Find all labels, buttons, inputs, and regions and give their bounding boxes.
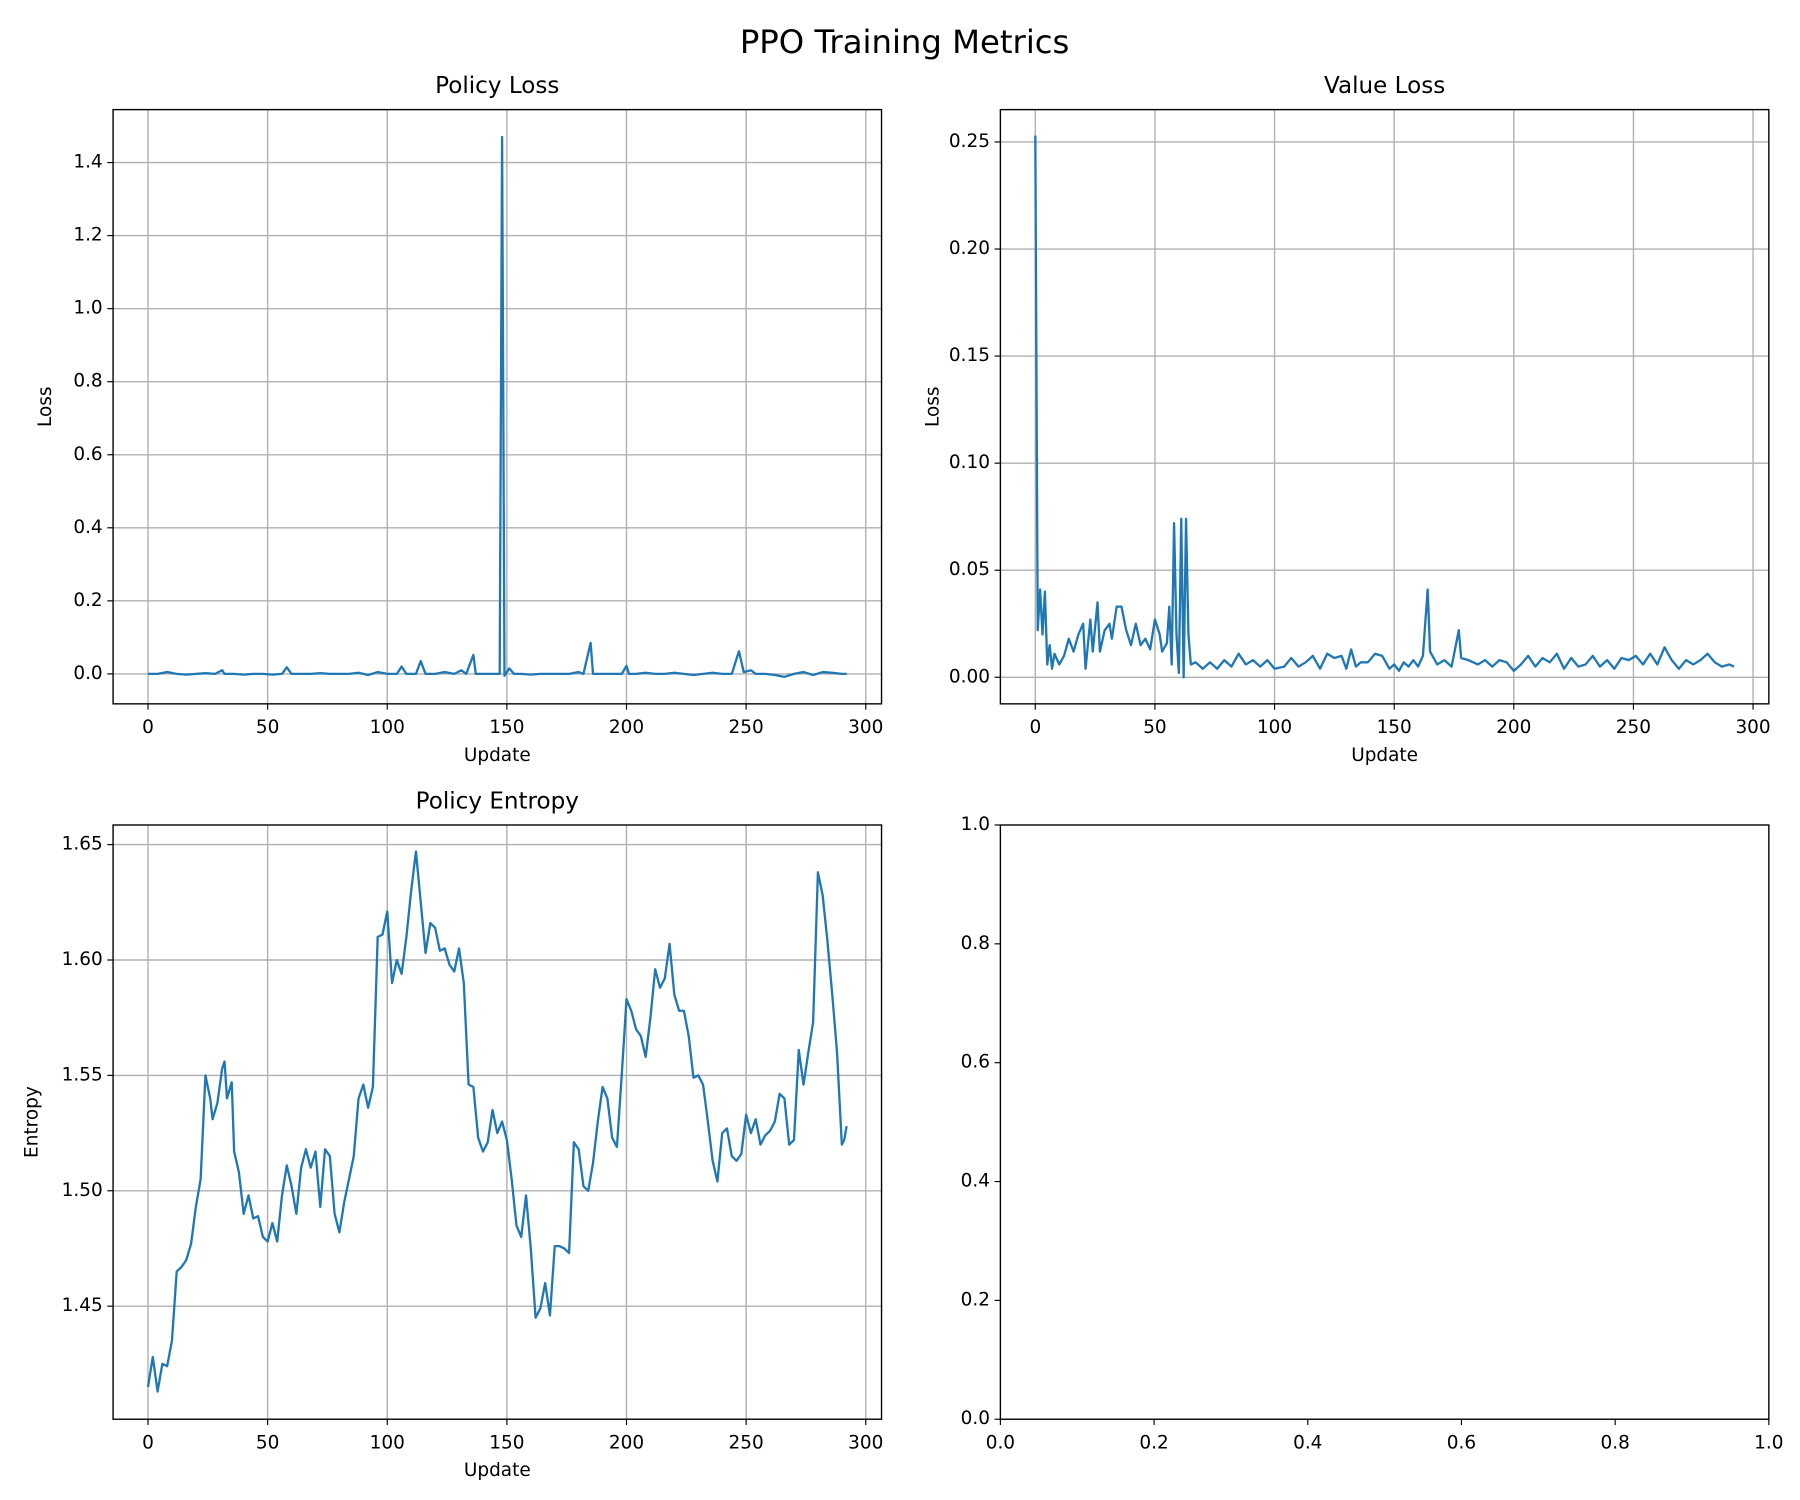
y-tick-label: 0.2 xyxy=(961,1289,990,1310)
x-tick-label: 50 xyxy=(256,1432,279,1453)
x-tick-label: 250 xyxy=(1616,717,1651,738)
y-axis-label: Loss xyxy=(35,386,56,426)
x-tick-label: 100 xyxy=(370,717,405,738)
x-axis-label: Update xyxy=(1351,745,1418,766)
data-line xyxy=(146,850,848,1393)
axes-frame xyxy=(999,108,1770,705)
y-axis-label: Loss xyxy=(922,386,943,426)
y-tick-label: 0.10 xyxy=(949,452,990,473)
subplot-title: Value Loss xyxy=(1324,73,1445,99)
y-tick-label: 0.0 xyxy=(73,663,102,684)
y-tick-label: 0.25 xyxy=(949,131,990,152)
x-tick-label: 100 xyxy=(1257,717,1292,738)
x-axis-label: Update xyxy=(464,745,531,766)
x-tick-label: 150 xyxy=(489,1432,524,1453)
x-tick-label: 300 xyxy=(848,1432,883,1453)
x-tick-label: 0.2 xyxy=(1139,1432,1168,1453)
y-tick-label: 1.60 xyxy=(62,949,103,970)
y-tick-label: 1.0 xyxy=(961,814,990,835)
y-tick-label: 0.8 xyxy=(961,933,990,954)
x-tick-label: 150 xyxy=(1377,717,1412,738)
x-tick-label: 150 xyxy=(489,717,524,738)
x-tick-label: 50 xyxy=(256,717,279,738)
x-tick-label: 200 xyxy=(609,1432,644,1453)
y-tick-label: 0.15 xyxy=(949,345,990,366)
axes-frame xyxy=(112,108,883,705)
x-tick-label: 300 xyxy=(848,717,883,738)
y-tick-label: 0.4 xyxy=(73,517,102,538)
x-tick-label: 100 xyxy=(370,1432,405,1453)
y-tick-label: 1.4 xyxy=(73,152,102,173)
x-tick-label: 50 xyxy=(1143,717,1166,738)
x-tick-label: 0.4 xyxy=(1293,1432,1322,1453)
x-tick-label: 0 xyxy=(142,1432,154,1453)
x-tick-label: 250 xyxy=(729,1432,764,1453)
figure-title: PPO Training Metrics xyxy=(740,23,1070,61)
x-tick-label: 0.0 xyxy=(986,1432,1015,1453)
data-line xyxy=(1034,135,1735,679)
y-tick-label: 0.05 xyxy=(949,559,990,580)
y-tick-label: 1.55 xyxy=(62,1064,103,1085)
y-tick-label: 0.6 xyxy=(961,1052,990,1073)
y-tick-label: 0.6 xyxy=(73,444,102,465)
y-tick-label: 0.8 xyxy=(73,371,102,392)
y-tick-label: 1.2 xyxy=(73,225,102,246)
x-tick-label: 0 xyxy=(142,717,154,738)
axes-frame xyxy=(112,824,883,1420)
y-tick-label: 0.2 xyxy=(73,590,102,611)
x-tick-label: 1.0 xyxy=(1754,1432,1783,1453)
x-tick-label: 200 xyxy=(1496,717,1531,738)
x-tick-label: 300 xyxy=(1735,717,1770,738)
subplot-title: Policy Loss xyxy=(435,73,559,99)
y-tick-label: 1.0 xyxy=(73,298,102,319)
y-tick-label: 1.45 xyxy=(62,1295,103,1316)
subplot-title: Policy Entropy xyxy=(416,788,579,814)
x-tick-label: 200 xyxy=(609,717,644,738)
x-tick-label: 0 xyxy=(1029,717,1041,738)
y-tick-label: 1.50 xyxy=(62,1180,103,1201)
y-tick-label: 0.00 xyxy=(949,666,990,687)
y-tick-label: 1.65 xyxy=(62,834,103,855)
axes-frame xyxy=(999,824,1770,1420)
data-line xyxy=(148,135,847,678)
x-tick-label: 0.8 xyxy=(1600,1432,1629,1453)
y-axis-label: Entropy xyxy=(21,1086,42,1158)
x-tick-label: 0.6 xyxy=(1447,1432,1476,1453)
y-tick-label: 0.4 xyxy=(961,1171,990,1192)
x-axis-label: Update xyxy=(464,1460,531,1481)
y-tick-label: 0.0 xyxy=(961,1408,990,1429)
x-tick-label: 250 xyxy=(729,717,764,738)
y-tick-label: 0.20 xyxy=(949,238,990,259)
